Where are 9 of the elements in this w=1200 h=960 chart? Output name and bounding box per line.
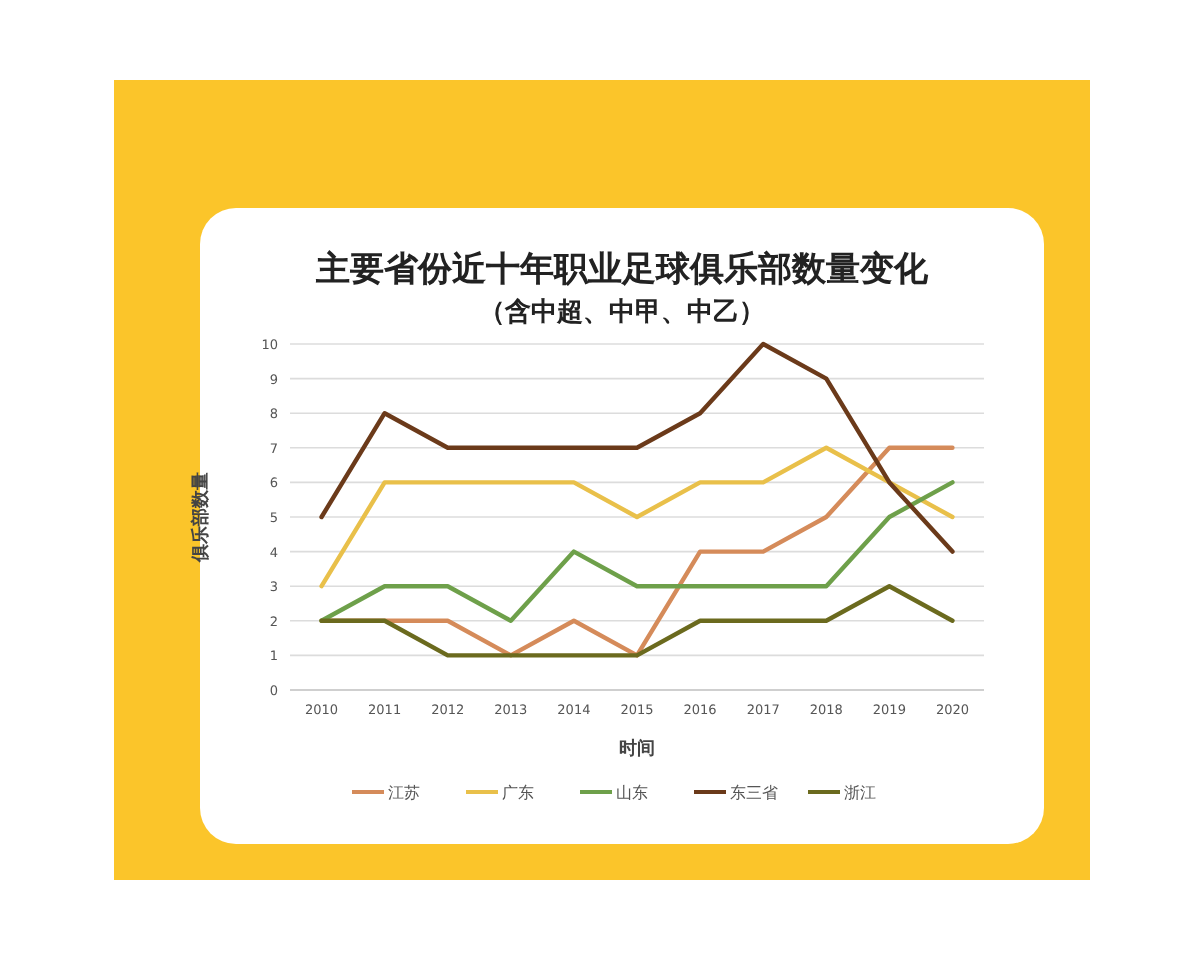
- x-axis-title: 时间: [619, 738, 655, 760]
- legend-label: 浙江: [844, 784, 876, 802]
- chart-title: 主要省份近十年职业足球俱乐部数量变化: [314, 250, 930, 290]
- chart-subtitle: （含中超、中甲、中乙）: [479, 296, 765, 328]
- legend-label: 广东: [502, 784, 534, 802]
- legend-label: 江苏: [388, 784, 420, 802]
- legend-label: 东三省: [730, 784, 778, 802]
- y-axis-title: 俱乐部数量: [190, 472, 212, 564]
- legend-label: 山东: [616, 784, 648, 802]
